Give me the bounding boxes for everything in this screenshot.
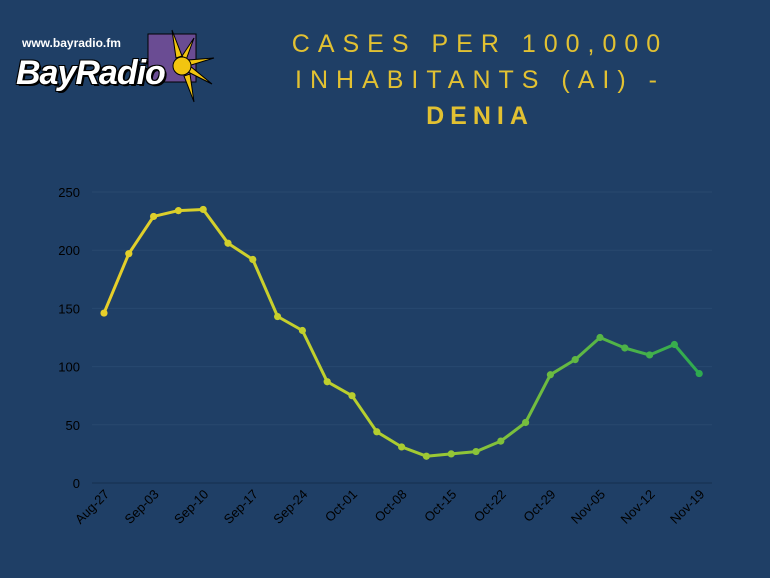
data-point [596,333,604,342]
data-point [348,392,356,400]
data-point [150,212,158,221]
data-point [646,351,654,359]
x-tick-label: Oct-08 [372,487,410,525]
y-tick-label: 150 [58,301,80,316]
data-point [472,447,480,456]
chart-title: CASES PER 100,000 INHABITANTS (AI) - DEN… [240,26,720,134]
title-city: DENIA [426,102,534,130]
title-line-2: INHABITANTS (AI) - [295,66,665,94]
grid-lines [92,191,712,484]
data-point [447,450,455,458]
data-point [695,369,703,378]
data-point [199,205,207,214]
data-point [522,418,530,427]
x-tick-label: Nov-19 [667,487,707,527]
x-tick-label: Nov-12 [617,487,657,527]
data-point [497,437,505,445]
logo-url: www.bayradio.fm [22,36,121,50]
data-point [670,340,679,349]
data-point [621,344,629,352]
x-tick-label: Nov-05 [568,487,608,527]
bayradio-logo: www.bayradio.fm BayRadio [14,28,224,108]
y-tick-label: 100 [58,360,80,375]
x-tick-label: Oct-15 [421,487,459,525]
x-tick-label: Oct-01 [322,487,360,525]
x-tick-label: Sep-10 [171,487,211,527]
data-point [422,452,430,460]
x-tick-label: Oct-29 [520,487,558,525]
data-point [174,207,182,215]
y-tick-label: 200 [58,243,80,258]
data-point [298,326,306,335]
data-point [373,428,381,436]
x-tick-label: Oct-22 [471,487,509,525]
data-point [398,443,406,451]
data-point [323,378,331,386]
data-point [274,312,282,321]
series-line-denia [102,208,701,458]
x-tick-label: Sep-24 [270,487,310,527]
y-axis-ticks: 0 50 100 150 200 250 [58,185,80,491]
data-point [546,371,555,379]
x-tick-label: Aug-27 [72,487,112,527]
data-point [100,309,108,317]
data-point [224,239,232,247]
y-tick-label: 250 [58,185,80,200]
data-point [571,356,579,364]
x-tick-label: Sep-03 [121,487,161,527]
x-axis-ticks: Aug-27 Sep-03 Sep-10 Sep-17 Sep-24 Oct-01 Oct-… [72,487,707,527]
y-tick-label: 50 [66,418,80,433]
x-tick-label: Sep-17 [221,487,261,527]
y-tick-label: 0 [73,476,80,491]
title-line-1: CASES PER 100,000 [291,30,669,58]
data-point [125,250,133,258]
logo-wordmark: BayRadio [16,54,166,92]
data-point [249,255,257,264]
sun-burst-icon [147,29,215,103]
series-points [100,205,703,460]
